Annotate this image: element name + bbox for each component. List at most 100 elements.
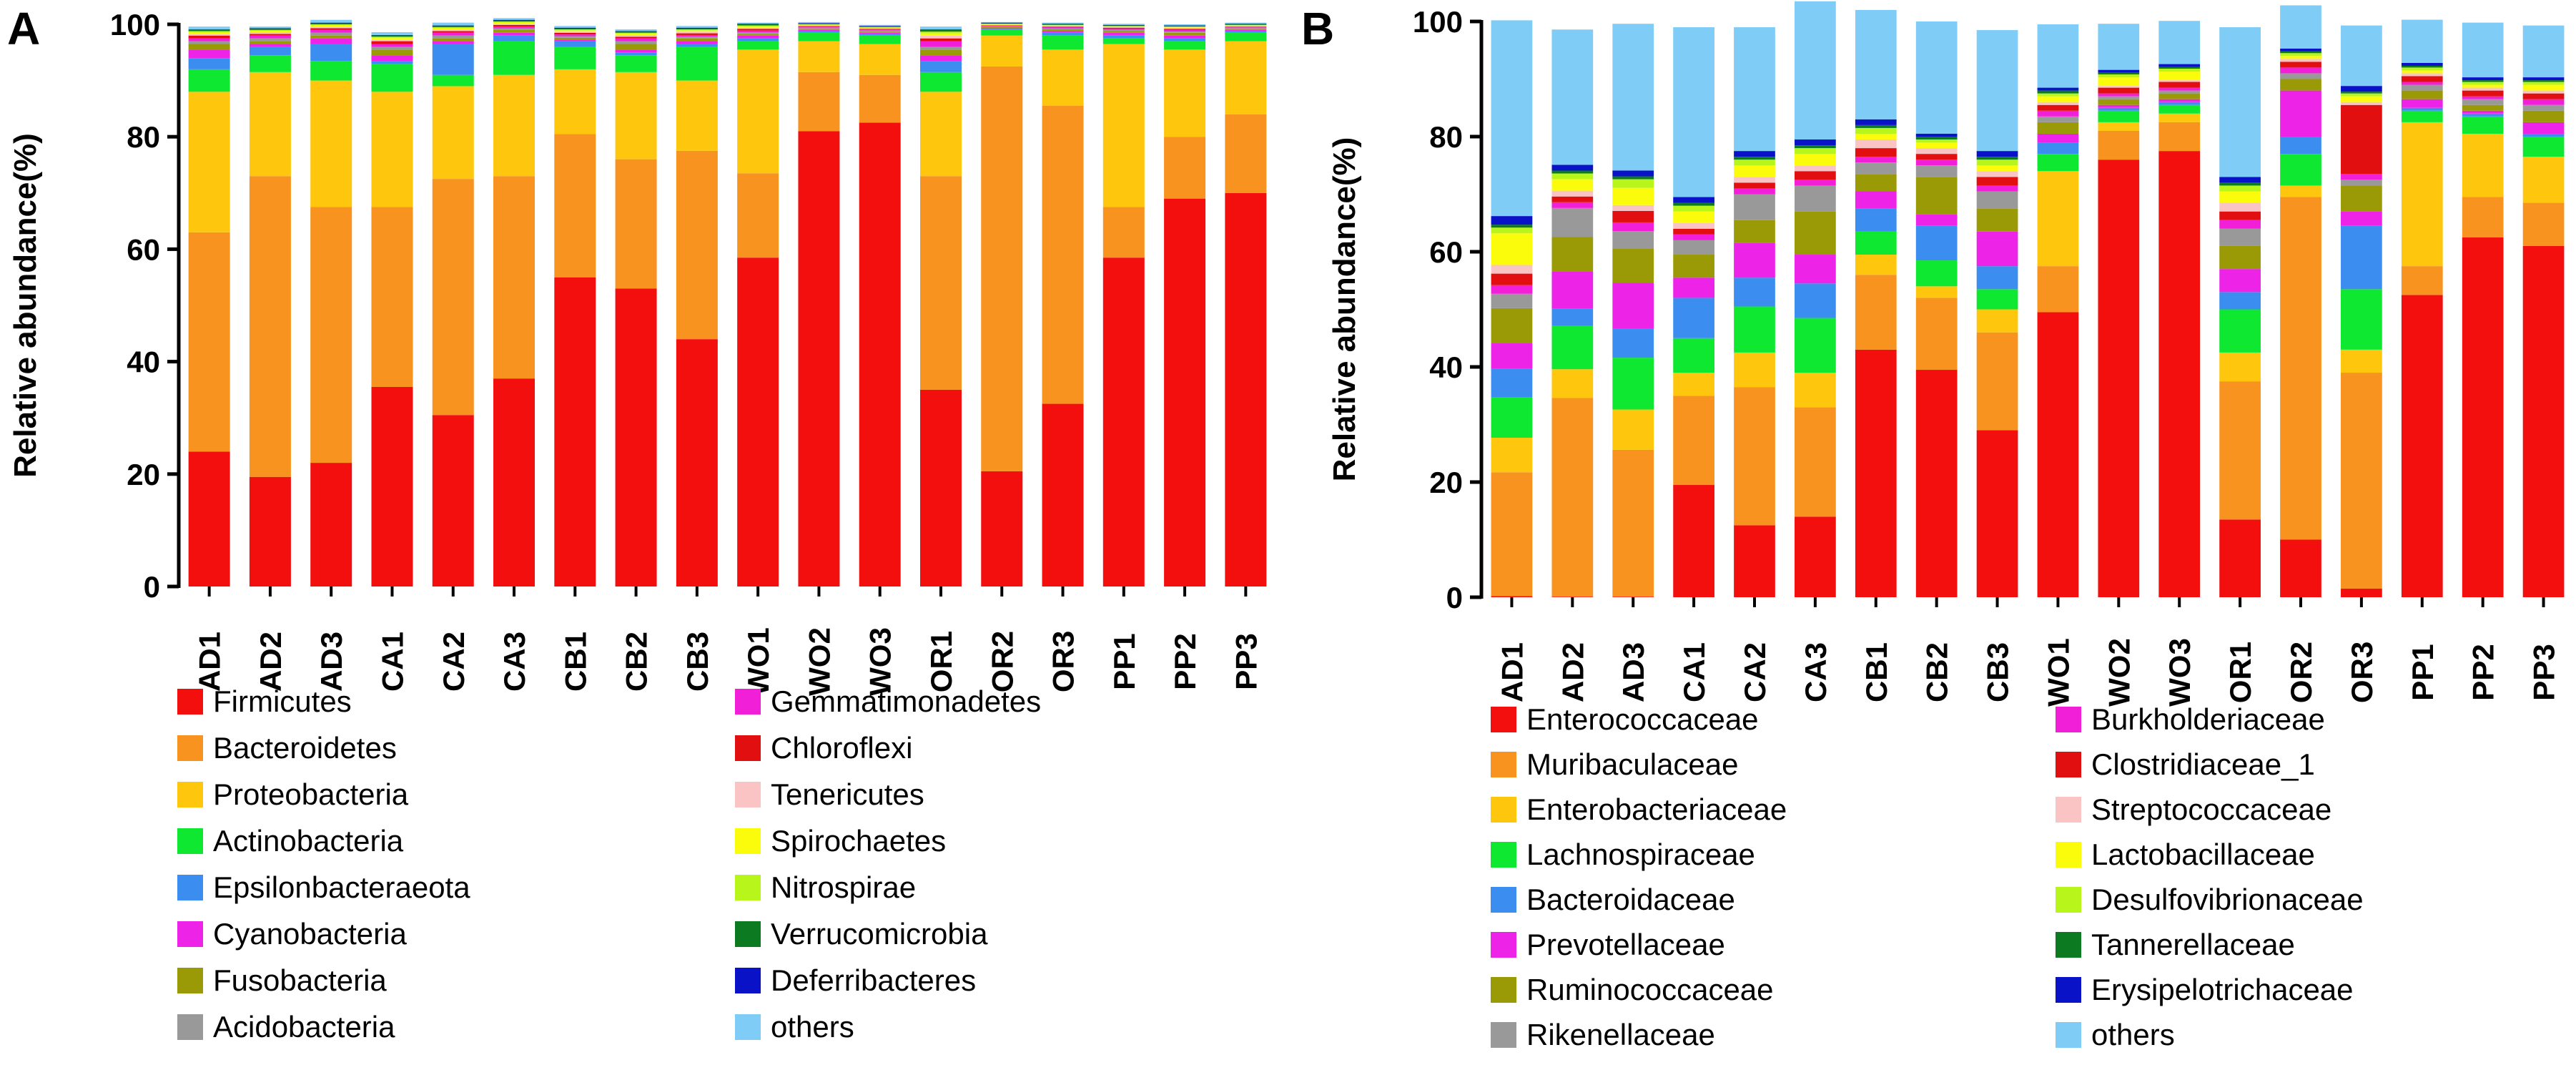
bar-segment [1734,525,1775,597]
bar-segment [2158,21,2201,64]
bar-segment [1551,165,1594,171]
bar-segment [2219,228,2261,246]
bar-segment [1612,222,1654,232]
bar-segment [249,32,291,34]
legend-label: Proteobacteria [213,777,409,811]
bar-segment [1915,298,1958,370]
legend-swatch [2056,752,2081,777]
bar-segment [737,30,779,33]
legend-label: Desulfovibrionaceae [2091,883,2364,916]
bar-segment [1225,192,1267,586]
bar-segment [310,32,352,36]
bar-segment [1102,29,1145,30]
bar-segment [554,34,596,36]
x-tick-label: WO2 [802,627,836,696]
bar-segment [1734,165,1775,177]
bar-segment [1551,369,1594,398]
bar-segment [981,26,1023,27]
bar-segment [2341,86,2382,92]
bar-segment [2219,220,2261,229]
bar-segment [1734,242,1775,278]
bar-segment [2462,104,2504,111]
legend-swatch [735,1014,761,1040]
x-tick-label: CA2 [437,632,470,692]
bar-segment [2522,133,2565,137]
bar-segment [2401,65,2443,68]
bar-segment [1795,516,1836,597]
bar-segment [2341,211,2382,226]
bar-segment [1491,343,1533,369]
bar-segment [615,34,657,35]
bar-segment [676,29,718,31]
bar-segment [1164,24,1206,26]
bar-segment [1734,159,1775,166]
bar-segment [2522,157,2565,203]
bar-segment [1164,29,1206,30]
panel-label: B [1301,3,1334,54]
bar-segment [1795,139,1836,146]
bar-segment [1915,165,1958,177]
bar-segment [1976,430,2018,597]
bar-segment [249,29,291,31]
bar-segment [2158,72,2201,81]
bar-segment [615,159,657,289]
bar-segment [554,46,596,69]
legend-swatch [735,782,761,808]
bar-segment [2158,87,2201,91]
x-tick-label: PP3 [1229,633,1263,689]
bar-segment [615,38,657,41]
bar-segment [2522,122,2565,134]
bar-segment [1855,127,1897,134]
bar-segment [981,35,1023,67]
bar-segment [1915,142,1958,149]
bar-segment [1225,114,1267,193]
bar-segment [1102,207,1145,258]
bar-segment [188,29,230,30]
bar-segment [1612,179,1654,188]
bar-segment [1734,157,1775,160]
bar-segment [1795,211,1836,255]
bar-segment [2098,130,2140,160]
bar-segment [859,26,901,27]
bar-segment [981,21,1023,23]
bar-segment [859,26,901,28]
bar-segment [188,232,230,452]
y-tick-label: 80 [127,120,160,154]
bar-segment [2401,99,2443,108]
y-tick-label: 60 [127,232,160,266]
bar-segment [2037,104,2079,111]
bar-segment [1915,139,1958,143]
bar-segment [2098,159,2140,597]
bar-segment [1042,49,1084,106]
bar-segment [1673,485,1714,597]
legend-label: Clostridiaceae_1 [2091,747,2315,781]
bar-segment [371,36,413,38]
bar-segment [1855,174,1897,192]
bar-segment [981,22,1023,24]
bar-segment [1042,28,1084,30]
bar-segment [1673,222,1714,229]
bar-segment [1976,157,2018,160]
bar-segment [1612,358,1654,410]
bar-segment [1491,216,1533,225]
legend-swatch [735,968,761,993]
bar-segment [798,41,840,72]
bar-segment [1551,170,1594,174]
bar-segment [1551,29,1594,165]
x-tick-label: PP3 [2527,644,2561,700]
bar-segment [2522,77,2565,81]
bar-segment [1976,177,2018,186]
x-tick-label: AD1 [1495,642,1529,702]
bar-segment [432,31,474,33]
legend-swatch [1491,842,1516,868]
legend-swatch [735,735,761,761]
bar-segment [1551,179,1594,191]
bar-segment [676,41,718,44]
bar-segment [2522,93,2565,99]
bar-segment [432,44,474,75]
legend-label: Bacteroidaceae [1526,883,1735,916]
y-tick-label: 40 [1429,350,1463,384]
bar-segment [919,176,962,390]
bar-segment [798,26,840,28]
x-tick-label: AD2 [254,632,287,692]
